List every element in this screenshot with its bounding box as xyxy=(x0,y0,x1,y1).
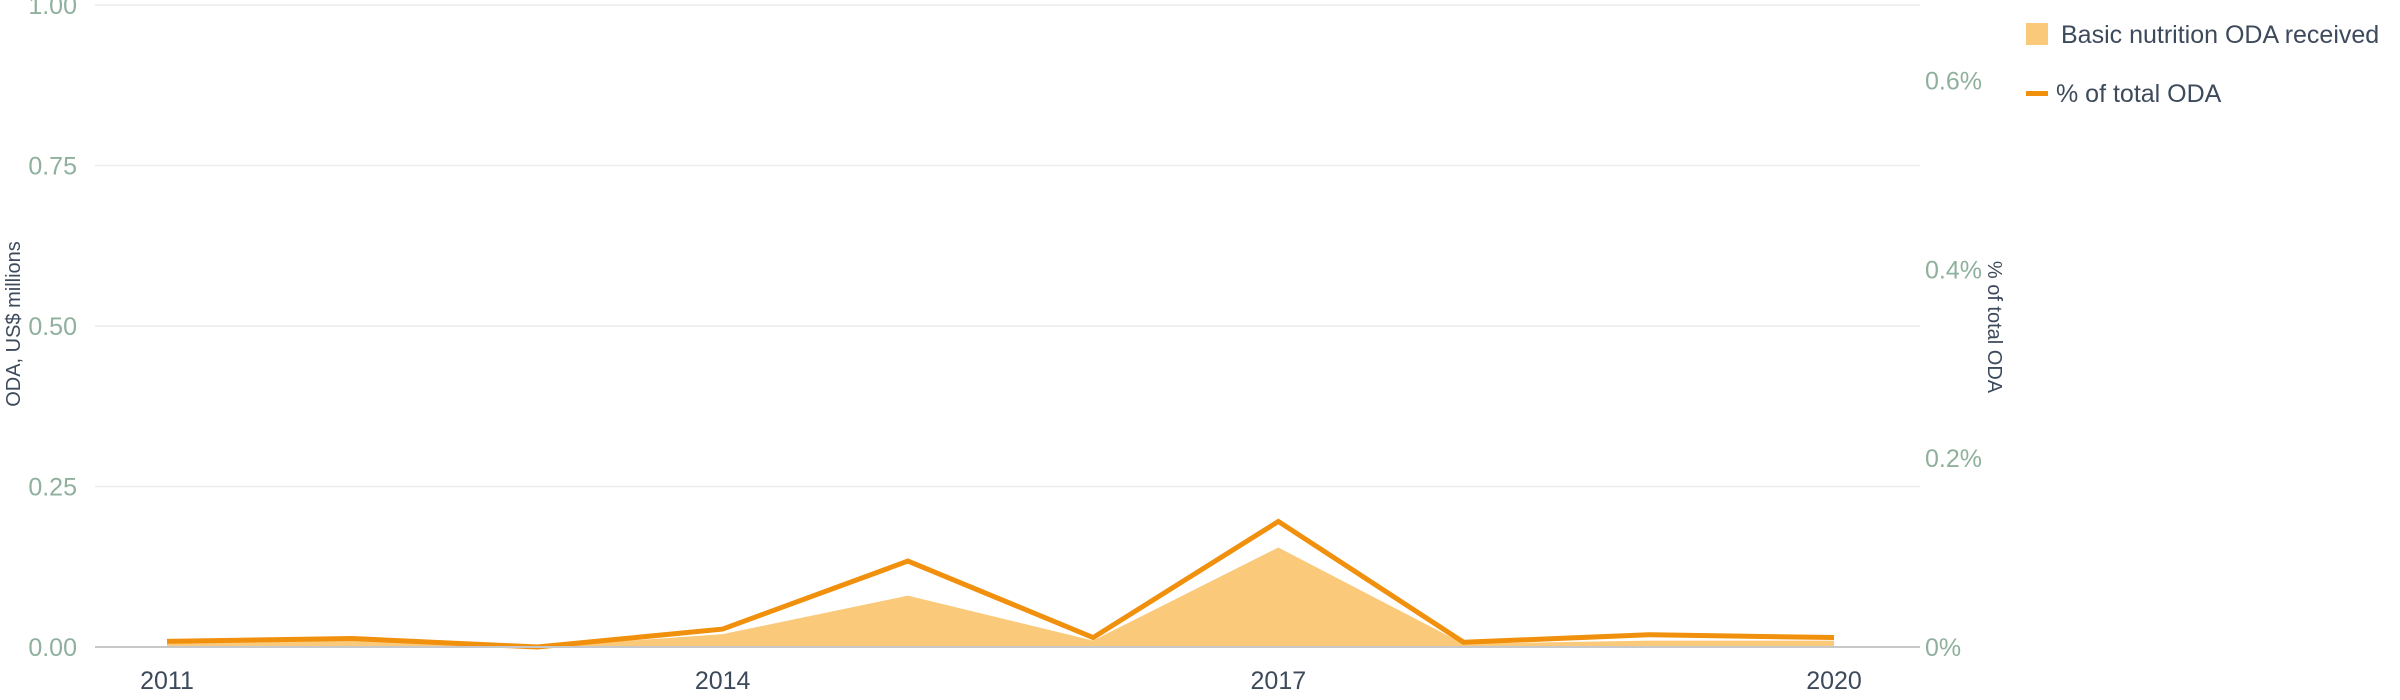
line-series-layer xyxy=(166,518,1835,650)
right-axis-title: % of total ODA xyxy=(1983,261,2005,394)
gridlines xyxy=(95,4,1920,488)
left-tick-label: 1.00 xyxy=(28,0,77,20)
right-tick-label: 0% xyxy=(1925,634,1961,662)
right-axis-ticks: 0% 0.2% 0.4% 0.6% xyxy=(1925,68,1982,662)
x-tick-label: 2011 xyxy=(140,667,194,695)
left-tick-label: 0.75 xyxy=(28,153,77,181)
legend-swatch-area xyxy=(2026,23,2048,45)
left-tick-label: 0.00 xyxy=(28,634,77,662)
legend-item-line[interactable]: % of total ODA xyxy=(2026,80,2222,108)
line-series-pct-total-oda[interactable] xyxy=(166,518,1835,650)
left-tick-label: 0.50 xyxy=(28,313,77,341)
legend-item-area[interactable]: Basic nutrition ODA received xyxy=(2026,21,2379,49)
left-axis-title: ODA, US$ millions xyxy=(3,241,25,407)
legend-label-area: Basic nutrition ODA received xyxy=(2061,21,2379,49)
legend-label-line: % of total ODA xyxy=(2056,80,2222,108)
area-series-basic-nutrition[interactable] xyxy=(167,547,1834,647)
left-tick-label: 0.25 xyxy=(28,474,77,502)
legend[interactable]: Basic nutrition ODA received % of total … xyxy=(2026,21,2379,108)
right-tick-label: 0.4% xyxy=(1925,256,1982,284)
legend-swatch-line xyxy=(2026,91,2048,96)
area-series-layer xyxy=(167,547,1834,647)
x-tick-label: 2014 xyxy=(695,667,751,695)
x-tick-label: 2017 xyxy=(1251,667,1307,695)
x-tick-label: 2020 xyxy=(1806,667,1862,695)
right-tick-label: 0.6% xyxy=(1925,68,1982,96)
left-axis-ticks: 0.00 0.25 0.50 0.75 1.00 xyxy=(28,0,77,662)
x-axis-ticks: 2011 2014 2017 2020 xyxy=(140,667,1862,695)
right-tick-label: 0.2% xyxy=(1925,445,1982,473)
